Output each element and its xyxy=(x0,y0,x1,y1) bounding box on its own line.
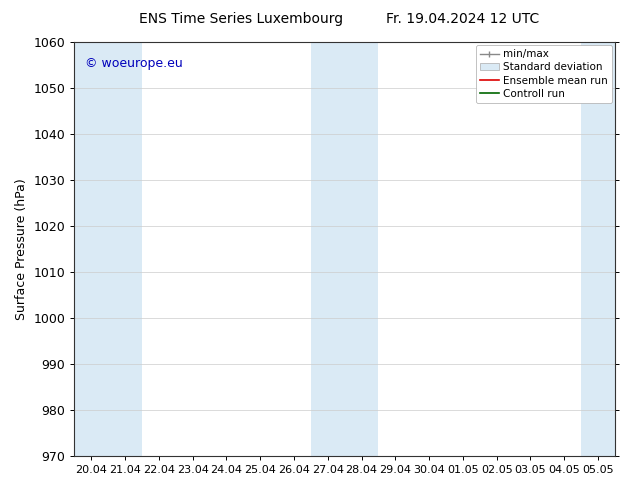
Bar xyxy=(311,42,345,456)
Text: © woeurope.eu: © woeurope.eu xyxy=(85,56,183,70)
Bar xyxy=(581,42,615,456)
Bar xyxy=(345,42,378,456)
Legend: min/max, Standard deviation, Ensemble mean run, Controll run: min/max, Standard deviation, Ensemble me… xyxy=(476,45,612,103)
Bar xyxy=(108,42,142,456)
Text: Fr. 19.04.2024 12 UTC: Fr. 19.04.2024 12 UTC xyxy=(386,12,540,26)
Bar xyxy=(74,42,108,456)
Y-axis label: Surface Pressure (hPa): Surface Pressure (hPa) xyxy=(15,178,28,320)
Text: ENS Time Series Luxembourg: ENS Time Series Luxembourg xyxy=(139,12,343,26)
